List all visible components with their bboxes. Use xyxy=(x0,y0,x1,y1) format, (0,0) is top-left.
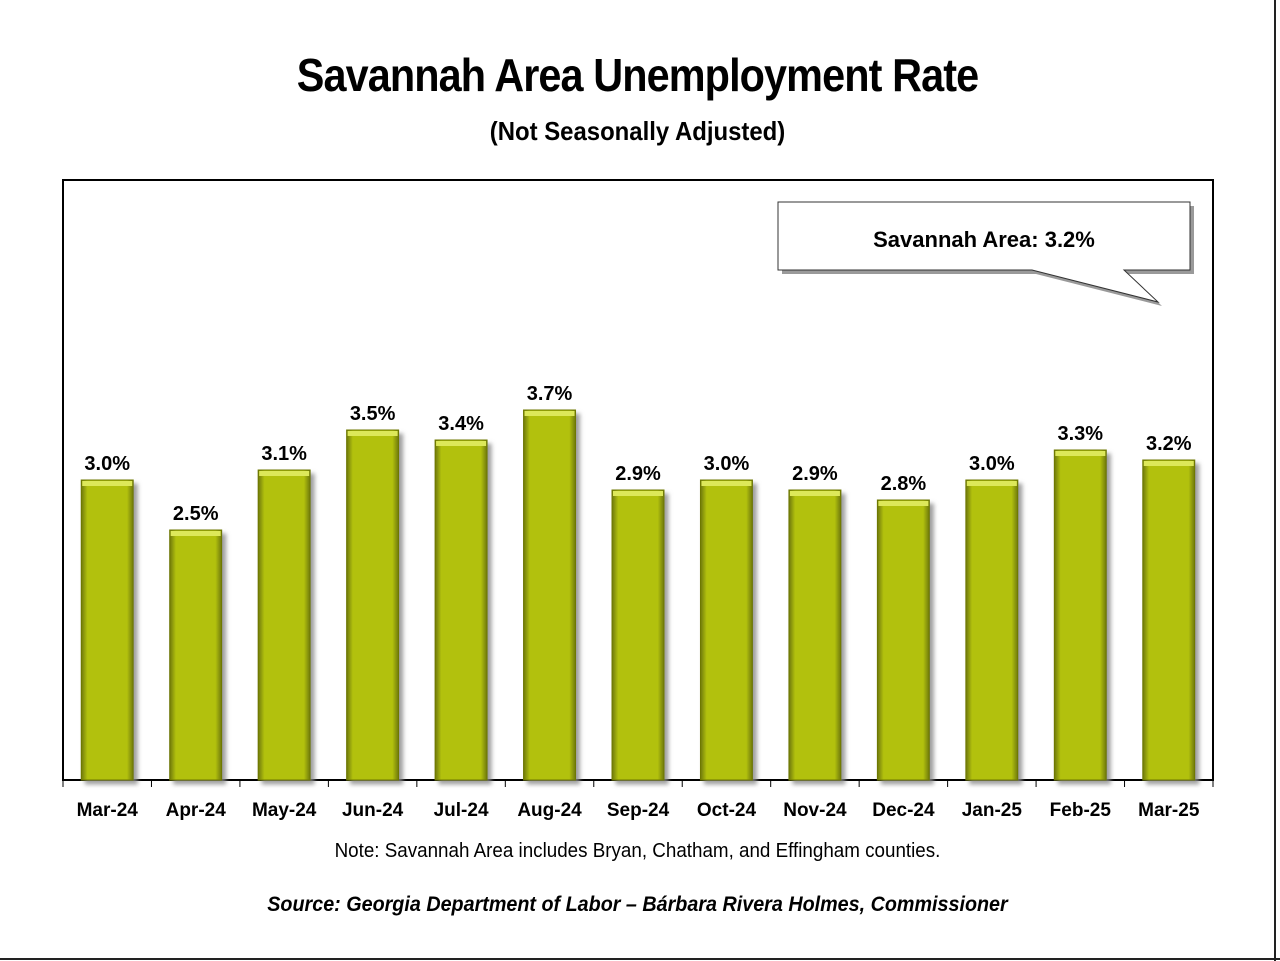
x-tick-label: Dec-24 xyxy=(872,800,935,821)
bar-group-Jun-24: 3.5% xyxy=(346,403,400,781)
data-label: 3.7% xyxy=(527,383,573,405)
data-label: 3.0% xyxy=(704,453,750,475)
bar xyxy=(169,529,223,781)
x-tick-label: Jul-24 xyxy=(434,800,489,821)
data-label: 2.8% xyxy=(881,473,927,495)
bar-top-bevel xyxy=(1143,461,1194,466)
data-label: 3.4% xyxy=(438,413,484,435)
bar-group-Feb-25: 3.3% xyxy=(1053,423,1107,781)
bar-top-bevel xyxy=(82,481,133,486)
bar-group-Mar-24: 3.0% xyxy=(80,453,134,781)
page-edge-bottom xyxy=(0,958,1280,960)
chart-subtitle: (Not Seasonally Adjusted) xyxy=(489,116,786,146)
data-label: 3.1% xyxy=(261,443,307,465)
bar xyxy=(257,469,311,781)
data-label: 3.5% xyxy=(350,403,396,425)
bar xyxy=(523,409,577,781)
bar-group-May-24: 3.1% xyxy=(257,443,311,781)
data-label: 3.3% xyxy=(1058,423,1104,445)
x-tick-label: Nov-24 xyxy=(783,800,847,821)
bar-top-bevel xyxy=(789,491,840,496)
bar-group-Jul-24: 3.4% xyxy=(434,413,488,781)
x-tick-label: Mar-24 xyxy=(77,800,139,821)
x-tick-label: Apr-24 xyxy=(166,800,227,821)
chart-title: Savannah Area Unemployment Rate xyxy=(296,49,979,101)
bar xyxy=(80,479,134,781)
bar-top-bevel xyxy=(347,431,398,436)
bar xyxy=(1142,459,1196,781)
bar-group-Nov-24: 2.9% xyxy=(788,463,842,781)
callout-box xyxy=(777,201,1191,303)
data-label: 3.0% xyxy=(84,453,130,475)
callout: Savannah Area: 3.2% xyxy=(777,201,1194,306)
callout-text: Savannah Area: 3.2% xyxy=(873,227,1095,252)
bar xyxy=(788,489,842,781)
bar-top-bevel xyxy=(170,531,221,536)
page-edge-right xyxy=(1274,0,1276,961)
data-label: 2.9% xyxy=(792,463,838,485)
bar xyxy=(346,429,400,781)
x-tick-label: Mar-25 xyxy=(1138,800,1200,821)
chart-note: Note: Savannah Area includes Bryan, Chat… xyxy=(334,840,941,862)
x-tick-label: Oct-24 xyxy=(697,800,757,821)
bar-top-bevel xyxy=(701,481,752,486)
x-tick-label: Sep-24 xyxy=(607,800,670,821)
data-label: 3.0% xyxy=(969,453,1015,475)
bar xyxy=(699,479,753,781)
data-label: 2.5% xyxy=(173,503,219,525)
bar-top-bevel xyxy=(878,501,929,506)
bar-top-bevel xyxy=(1055,451,1106,456)
x-tick-label: Jan-25 xyxy=(962,800,1023,821)
bar-group-Jan-25: 3.0% xyxy=(965,453,1019,781)
x-tick-label: Jun-24 xyxy=(342,800,404,821)
bar-top-bevel xyxy=(259,471,310,476)
bar xyxy=(876,499,930,781)
bar xyxy=(965,479,1019,781)
chart-source: Source: Georgia Department of Labor – Bá… xyxy=(267,893,1008,916)
x-tick-label: Aug-24 xyxy=(517,800,582,821)
bar-top-bevel xyxy=(436,441,487,446)
bar-group-Oct-24: 3.0% xyxy=(699,453,753,781)
bar-top-bevel xyxy=(524,411,575,416)
bar-group-Sep-24: 2.9% xyxy=(611,463,665,781)
bar xyxy=(434,439,488,781)
bar-group-Dec-24: 2.8% xyxy=(876,473,930,781)
bar-group-Mar-25: 3.2% xyxy=(1142,433,1196,781)
x-tick-label: May-24 xyxy=(252,800,317,821)
bar-top-bevel xyxy=(966,481,1017,486)
x-tick-label: Feb-25 xyxy=(1050,800,1112,821)
bar-group-Aug-24: 3.7% xyxy=(523,383,577,781)
bar xyxy=(611,489,665,781)
data-label: 2.9% xyxy=(615,463,661,485)
bar xyxy=(1053,449,1107,781)
bar-group-Apr-24: 2.5% xyxy=(169,503,223,781)
bar-top-bevel xyxy=(613,491,663,496)
data-label: 3.2% xyxy=(1146,433,1192,455)
